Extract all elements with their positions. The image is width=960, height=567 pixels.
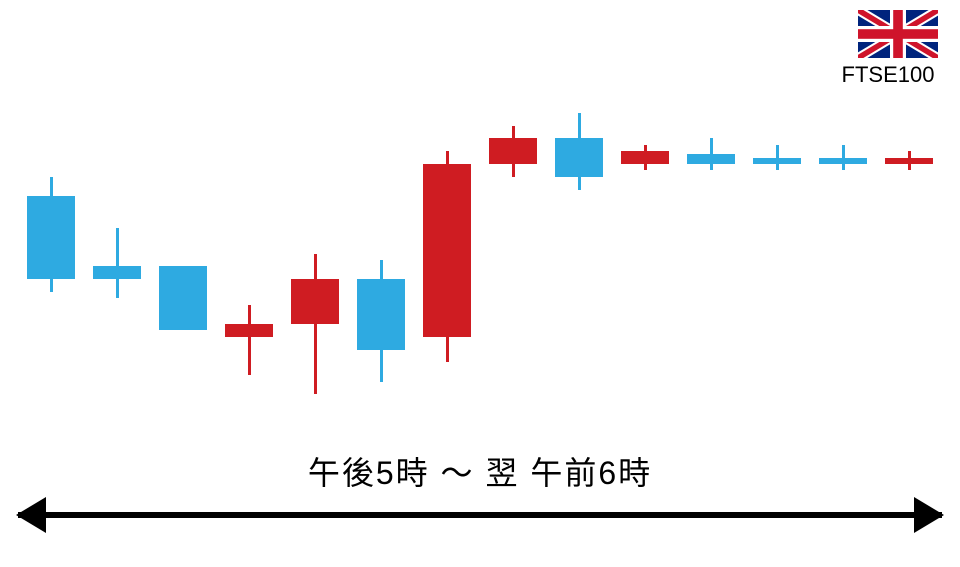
candle-wick [908, 151, 911, 170]
candle-body [291, 279, 339, 324]
candle-wick [182, 266, 185, 330]
candle-body [93, 266, 141, 279]
candle-wick [578, 113, 581, 190]
candle-body [423, 164, 471, 337]
candle-wick [842, 145, 845, 171]
candle-body [753, 158, 801, 164]
candle-body [159, 266, 207, 330]
candle-body [687, 154, 735, 164]
candle-wick [512, 126, 515, 177]
candle-wick [644, 145, 647, 171]
index-label: FTSE100 [838, 62, 938, 88]
candle-wick [710, 138, 713, 170]
candle-body [357, 279, 405, 349]
candle-body [885, 158, 933, 164]
candlestick-chart [0, 0, 960, 440]
time-range-label: 午後5時 ～ 翌 午前6時 [0, 448, 960, 494]
candle-wick [446, 151, 449, 362]
candle-body [27, 196, 75, 279]
candle-wick [248, 305, 251, 375]
candle-body [621, 151, 669, 164]
candle-wick [776, 145, 779, 171]
candle-body [819, 158, 867, 164]
candle-body [225, 324, 273, 337]
candle-wick [50, 177, 53, 292]
candle-wick [314, 254, 317, 395]
uk-flag-icon [858, 10, 938, 58]
time-range-arrow [18, 490, 942, 540]
candle-wick [380, 260, 383, 382]
candle-wick [116, 228, 119, 298]
candle-body [489, 138, 537, 164]
candle-body [555, 138, 603, 176]
